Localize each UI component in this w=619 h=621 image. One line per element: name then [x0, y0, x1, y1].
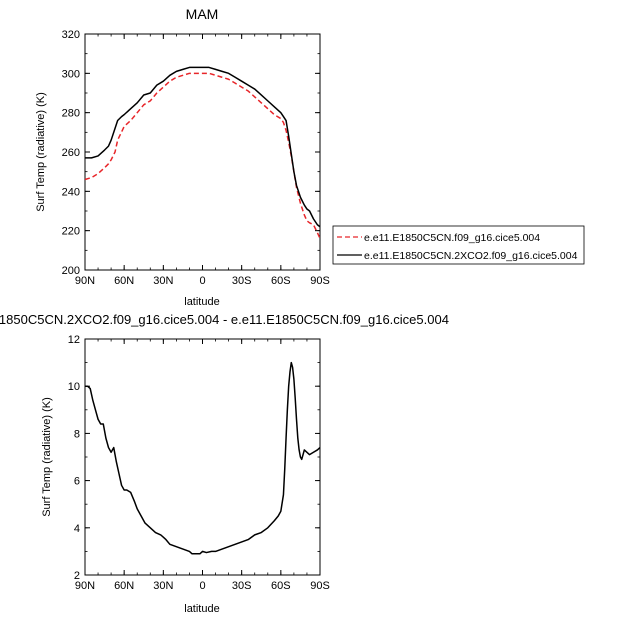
legend-box [332, 225, 585, 265]
x-tick-label: 60S [271, 580, 291, 592]
x-tick-label: 30S [232, 580, 252, 592]
plot-area [84, 33, 321, 271]
x-tick-label: 90S [310, 275, 330, 287]
series-group [84, 66, 321, 239]
x-axis-label: latitude [184, 603, 219, 615]
y-tick-label: 200 [62, 265, 80, 277]
y-tick-label: 10 [68, 381, 80, 393]
y-tick-label: 6 [74, 476, 80, 488]
plot-frame [84, 33, 321, 271]
panel-top: MAM 90N 60N 30N 0 30S 60S 90S 200 220 240 260 280 30… [35, 6, 585, 308]
tick-group: 90N 60N 30N 0 30S 60S 90S 200 220 240 260 280 300 320 [62, 29, 330, 287]
x-tick-label: 30N [153, 275, 173, 287]
y-tick-label: 8 [74, 428, 80, 440]
series-line-1 [84, 72, 321, 239]
series-group [85, 361, 321, 555]
legend-label-control: e.e11.E1850C5CN.f09_g16.cice5.004 [364, 232, 540, 244]
x-tick-label: 30S [232, 275, 252, 287]
series-line-2 [85, 66, 321, 228]
y-tick-label: 220 [62, 226, 80, 238]
y-tick-label: 12 [68, 334, 80, 346]
x-axis-label: latitude [184, 296, 219, 308]
y-tick-label: 260 [62, 147, 80, 159]
chart-title: e.e11.E1850C5CN.2XCO2.f09_g16.cice5.004 … [0, 312, 449, 327]
panel-bottom: e.e11.E1850C5CN.2XCO2.f09_g16.cice5.004 … [0, 312, 449, 615]
series-line-1 [85, 361, 321, 555]
chart-title: MAM [186, 6, 219, 22]
x-tick-label: 30N [153, 580, 173, 592]
y-tick-label: 240 [62, 186, 80, 198]
x-tick-label: 60N [114, 275, 134, 287]
x-tick-label: 90N [75, 580, 95, 592]
x-tick-label: 60N [114, 580, 134, 592]
x-tick-label: 60S [271, 275, 291, 287]
y-tick-label: 280 [62, 108, 80, 120]
x-tick-label: 90S [310, 580, 330, 592]
legend: e.e11.E1850C5CN.f09_g16.cice5.004 e.e11.… [332, 225, 585, 265]
legend-label-2xco2: e.e11.E1850C5CN.2XCO2.f09_g16.cice5.004 [364, 250, 578, 262]
y-tick-label: 2 [74, 570, 80, 582]
y-tick-label: 320 [62, 29, 80, 41]
y-tick-label: 4 [74, 523, 80, 535]
x-tick-label: 0 [199, 580, 205, 592]
y-tick-label: 300 [62, 68, 80, 80]
x-tick-label: 0 [199, 275, 205, 287]
tick-group: 90N 60N 30N 0 30S 60S 90S 2 4 6 8 10 12 [68, 334, 330, 592]
y-axis-label: Surf Temp (radiative) (K) [41, 397, 53, 517]
x-tick-label: 90N [75, 275, 95, 287]
y-axis-label: Surf Temp (radiative) (K) [35, 92, 47, 212]
